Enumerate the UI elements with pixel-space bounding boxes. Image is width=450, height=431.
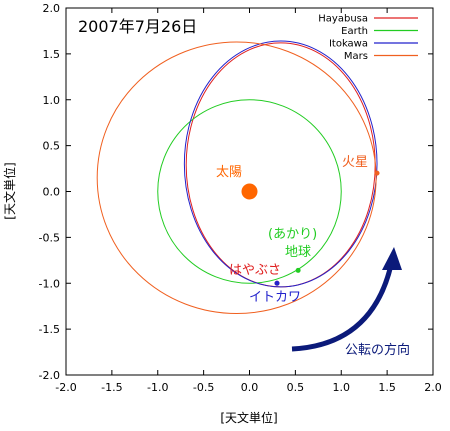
x-tick-label: 1.5 bbox=[378, 381, 396, 394]
legend-label-earth: Earth bbox=[341, 26, 368, 37]
orbit-mars bbox=[96, 41, 377, 315]
x-tick-label: 1.0 bbox=[333, 381, 351, 394]
y-tick-label: -0.5 bbox=[39, 231, 60, 244]
orbit-lines bbox=[96, 40, 378, 315]
x-tick-label: 2.0 bbox=[424, 381, 442, 394]
label-earth: 地球 bbox=[285, 245, 311, 260]
legend-label-hayabusa: Hayabusa bbox=[318, 14, 368, 25]
label-hayabusa: はやぶさ bbox=[229, 263, 281, 278]
legend-label-itokawa: Itokawa bbox=[329, 39, 368, 50]
legend-label-mars: Mars bbox=[344, 51, 368, 62]
y-tick-label: 2.0 bbox=[43, 2, 61, 15]
chart-title: 2007年7月26日 bbox=[78, 17, 197, 36]
x-tick-label: 0.5 bbox=[287, 381, 305, 394]
x-tick-label: -1.5 bbox=[101, 381, 122, 394]
orbit-earth bbox=[157, 99, 342, 284]
x-tick-label: -0.5 bbox=[193, 381, 214, 394]
x-axis-label: [天文単位] bbox=[220, 410, 277, 425]
y-axis-label: [天文単位] bbox=[2, 162, 17, 219]
label-itokawa: イトカワ bbox=[249, 290, 301, 305]
x-tick-label: -2.0 bbox=[55, 381, 76, 394]
y-tick-label: 1.0 bbox=[43, 94, 61, 107]
y-tick-label: 0.5 bbox=[43, 140, 61, 153]
y-tick-label: 1.5 bbox=[43, 48, 61, 61]
body-markers bbox=[241, 170, 380, 286]
revolution-direction-label: 公転の方向 bbox=[345, 342, 410, 358]
y-tick-label: -2.0 bbox=[39, 369, 60, 382]
revolution-arrow-body bbox=[291, 264, 394, 352]
x-tick-label: -1.0 bbox=[147, 381, 168, 394]
label-mars: 火星 bbox=[342, 155, 368, 170]
label-sun: 太陽 bbox=[216, 165, 242, 180]
y-tick-label: 0.0 bbox=[43, 186, 61, 199]
body-marker-0 bbox=[241, 183, 258, 200]
y-tick-label: -1.5 bbox=[39, 323, 60, 336]
y-tick-label: -1.0 bbox=[39, 277, 60, 290]
label-akari: (あかり) bbox=[268, 227, 317, 242]
body-marker-1 bbox=[374, 170, 380, 176]
axis-ticks: -2.0 -1.5 -1.0 -0.5 0.0 0.5 1.0 1.5 2.0 -2.0 -1.5 -… bbox=[39, 2, 442, 394]
body-marker-5 bbox=[274, 280, 280, 286]
body-marker-2 bbox=[295, 267, 301, 273]
revolution-arrow-head bbox=[382, 247, 402, 270]
orbit-itokawa bbox=[183, 40, 378, 288]
x-tick-label: 0.0 bbox=[241, 381, 259, 394]
